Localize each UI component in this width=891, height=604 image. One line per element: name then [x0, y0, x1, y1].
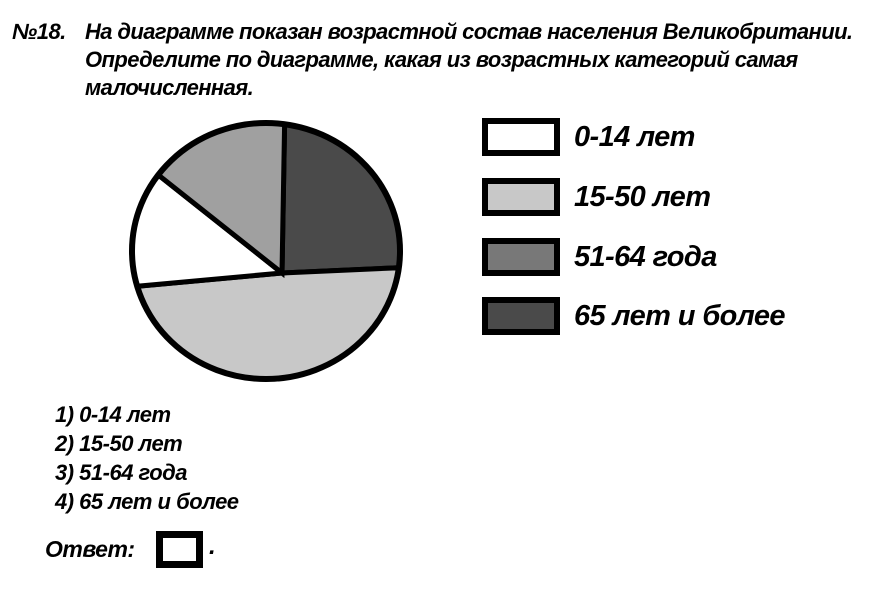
option-2: 2) 15-50 лет: [55, 431, 183, 456]
legend-swatch-0-14: [482, 118, 560, 156]
legend-label: 15-50 лет: [574, 181, 711, 213]
pie-outline: [129, 120, 403, 382]
legend-item: 51-64 года: [482, 238, 717, 276]
question-text-line: малочисленная.: [85, 75, 254, 100]
answer-label: Ответ:: [45, 536, 135, 562]
pie-slices-group: [129, 120, 403, 382]
answer-period: .: [209, 533, 216, 560]
question-text-line: Определите по диаграмме, какая из возрас…: [85, 47, 798, 72]
legend-swatch-65-plus: [482, 297, 560, 335]
question-text-line: На диаграмме показан возрастной состав н…: [85, 19, 853, 44]
option-3: 3) 51-64 года: [55, 460, 188, 485]
legend-label: 0-14 лет: [574, 121, 695, 153]
legend-item: 0-14 лет: [482, 118, 695, 156]
legend-swatch-15-50: [482, 178, 560, 216]
legend-label: 65 лет и более: [574, 300, 786, 332]
legend-item: 65 лет и более: [482, 297, 786, 335]
legend-item: 15-50 лет: [482, 178, 711, 216]
legend-label: 51-64 года: [574, 241, 717, 273]
legend-swatch-51-64: [482, 238, 560, 276]
option-4: 4) 65 лет и более: [55, 489, 239, 514]
option-1: 1) 0-14 лет: [55, 402, 171, 427]
pie-chart: [129, 120, 403, 382]
answer-box[interactable]: [156, 531, 203, 568]
question-number: №18.: [12, 19, 66, 44]
